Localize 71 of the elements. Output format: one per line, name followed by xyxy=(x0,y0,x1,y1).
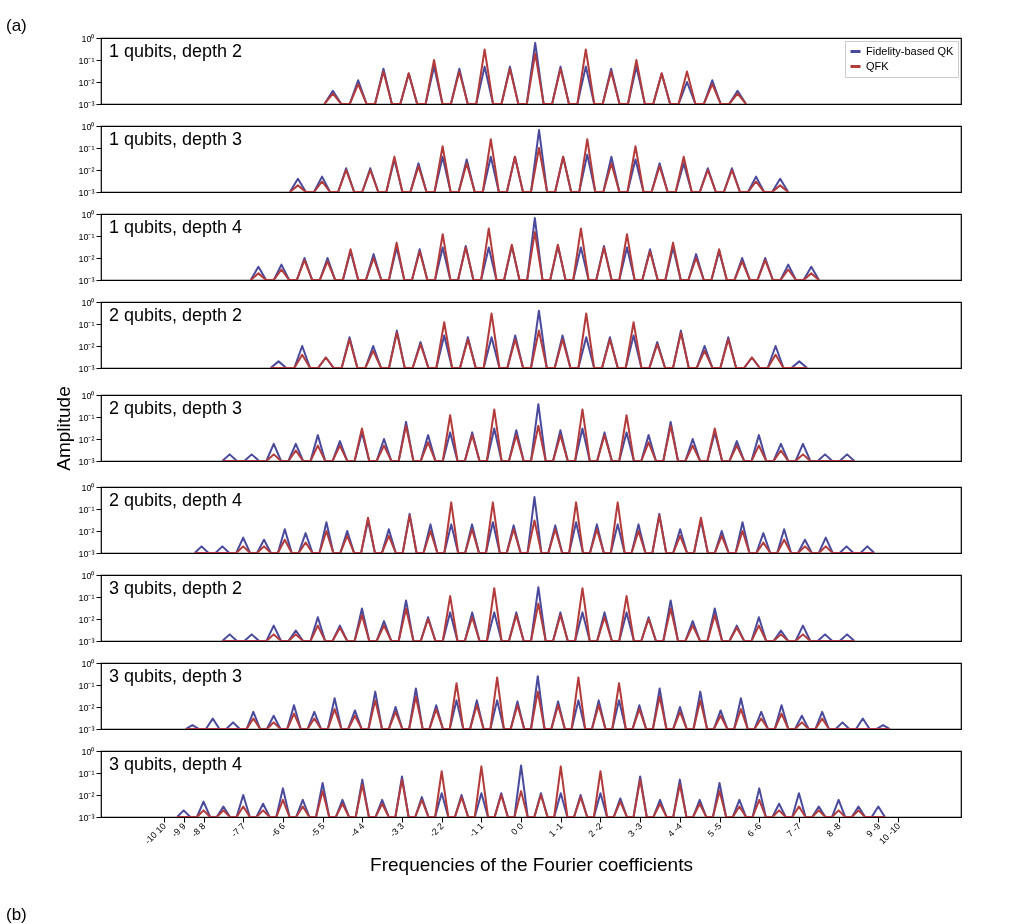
x-tick-label: -4 4 xyxy=(348,820,367,840)
y-tick-label: 10⁻¹ xyxy=(78,319,95,330)
y-tick-label: 10⁻¹ xyxy=(78,143,95,154)
x-tick-label: 4 -4 xyxy=(665,820,684,840)
x-tick-label: -1 1 xyxy=(467,820,486,840)
y-tick-label: 10⁰ xyxy=(81,209,95,220)
x-tick-label: -8 8 xyxy=(189,820,208,840)
y-tick-label: 10⁻² xyxy=(78,526,95,537)
y-tick-label: 10⁻² xyxy=(78,253,95,264)
y-tick-label: 10⁻² xyxy=(78,614,95,625)
y-tick-label: 10⁻² xyxy=(78,165,95,176)
y-tick-label: 10⁻³ xyxy=(78,187,95,198)
y-tick-label: 10⁻³ xyxy=(78,724,95,735)
y-tick-label: 10⁰ xyxy=(81,658,95,669)
y-tick-label: 10⁻² xyxy=(78,434,95,445)
y-tick-label: 10⁰ xyxy=(81,570,95,581)
line-series xyxy=(249,227,820,280)
x-tick-label: -6 6 xyxy=(268,820,287,840)
chart-title: 3 qubits, depth 4 xyxy=(109,754,243,774)
x-tick-label: 3 -3 xyxy=(626,820,645,840)
y-tick-label: 10⁰ xyxy=(81,482,95,493)
y-tick-label: 10⁻² xyxy=(78,341,95,352)
y-tick-label: 10⁻³ xyxy=(78,456,95,467)
y-tick-label: 10⁰ xyxy=(81,297,95,308)
x-tick-label: 5 -5 xyxy=(705,820,724,840)
legend-label: Fidelity-based QK xyxy=(866,44,955,57)
x-tick-label: -3 3 xyxy=(387,820,407,840)
chart-title: 2 qubits, depth 2 xyxy=(109,305,243,325)
x-tick-label: -2 2 xyxy=(427,820,446,840)
text: (a) xyxy=(6,16,27,35)
y-tick-label: 10⁰ xyxy=(81,121,95,132)
y-tick-label: 10⁰ xyxy=(81,746,95,757)
y-tick-label: 10⁻¹ xyxy=(78,55,95,66)
x-tick-label: 2 -2 xyxy=(586,820,605,840)
y-tick-label: 10⁻² xyxy=(78,77,95,88)
x-tick-label: -9 9 xyxy=(169,820,188,840)
y-tick-label: 10⁻¹ xyxy=(78,412,95,423)
x-tick-label: -5 5 xyxy=(308,820,327,840)
x-tick-label: -10 10 xyxy=(142,820,168,847)
y-tick-label: 10⁰ xyxy=(81,390,95,401)
y-tick-label: 10⁻¹ xyxy=(78,504,95,515)
legend-label: QFK xyxy=(866,59,890,72)
chart-title: 2 qubits, depth 4 xyxy=(109,490,243,510)
y-tick-label: 10⁻³ xyxy=(78,548,95,559)
chart-title: 3 qubits, depth 2 xyxy=(109,578,243,598)
chart-title: 3 qubits, depth 3 xyxy=(109,666,243,686)
x-axis-title: Frequencies of the Fourier coefficients xyxy=(370,854,693,876)
y-tick-label: 10⁻¹ xyxy=(78,768,95,779)
x-tick-label: -7 7 xyxy=(229,820,248,840)
x-tick-label: 8 -8 xyxy=(824,820,843,840)
chart-title: 2 qubits, depth 3 xyxy=(109,398,243,418)
x-tick-label: 6 -6 xyxy=(745,820,764,840)
y-tick-label: 10⁻¹ xyxy=(78,680,95,691)
y-tick-label: 10⁻³ xyxy=(78,812,95,823)
y-tick-label: 10⁻¹ xyxy=(78,592,95,603)
y-tick-label: 10⁰ xyxy=(81,33,95,44)
chart-title: 1 qubits, depth 4 xyxy=(109,217,243,237)
y-tick-label: 10⁻² xyxy=(78,790,95,801)
y-tick-label: 10⁻² xyxy=(78,702,95,713)
y-tick-label: 10⁻³ xyxy=(78,275,95,286)
chart-title: 1 qubits, depth 2 xyxy=(109,41,243,61)
text: (b) xyxy=(6,905,27,924)
y-tick-label: 10⁻¹ xyxy=(78,231,95,242)
chart-title: 1 qubits, depth 3 xyxy=(109,129,243,149)
y-tick-label: 10⁻³ xyxy=(78,636,95,647)
y-tick-label: 10⁻³ xyxy=(78,99,95,110)
x-tick-label: 7 -7 xyxy=(784,820,803,840)
x-tick-label: 1 -1 xyxy=(546,820,565,840)
y-axis-title: Amplitude xyxy=(53,386,75,471)
y-tick-label: 10⁻³ xyxy=(78,363,95,374)
x-tick-label: 0 0 xyxy=(509,820,526,837)
